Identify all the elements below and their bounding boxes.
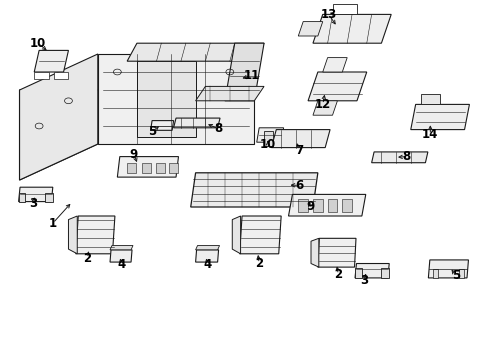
Text: 7: 7 xyxy=(295,144,303,157)
Text: 1: 1 xyxy=(49,217,57,230)
Text: 8: 8 xyxy=(402,150,410,163)
Text: 14: 14 xyxy=(421,129,438,141)
Text: 9: 9 xyxy=(306,201,314,213)
Polygon shape xyxy=(288,194,365,216)
Polygon shape xyxy=(127,43,264,61)
Polygon shape xyxy=(110,246,133,250)
Polygon shape xyxy=(256,128,283,142)
Polygon shape xyxy=(54,72,68,79)
Polygon shape xyxy=(45,193,53,202)
Polygon shape xyxy=(317,238,355,267)
Polygon shape xyxy=(264,131,272,146)
Polygon shape xyxy=(34,72,49,79)
Polygon shape xyxy=(20,54,254,180)
Polygon shape xyxy=(150,121,173,130)
Polygon shape xyxy=(142,163,150,173)
Text: 13: 13 xyxy=(320,8,336,21)
Text: 2: 2 xyxy=(255,257,263,270)
Polygon shape xyxy=(322,58,346,72)
Text: 4: 4 xyxy=(203,258,211,271)
Polygon shape xyxy=(239,216,281,254)
Polygon shape xyxy=(34,50,68,72)
Text: 10: 10 xyxy=(30,37,46,50)
Text: 11: 11 xyxy=(243,69,259,82)
Polygon shape xyxy=(224,43,264,101)
Polygon shape xyxy=(190,173,317,207)
Polygon shape xyxy=(427,260,468,278)
Polygon shape xyxy=(354,268,361,278)
Text: 6: 6 xyxy=(295,179,303,192)
Text: 8: 8 xyxy=(214,122,222,135)
Polygon shape xyxy=(195,86,264,101)
Text: 2: 2 xyxy=(83,252,91,265)
Polygon shape xyxy=(117,157,178,177)
Text: 2: 2 xyxy=(334,268,342,281)
Polygon shape xyxy=(380,268,388,278)
Text: 3: 3 xyxy=(29,197,37,210)
Polygon shape xyxy=(298,22,322,36)
Text: 10: 10 xyxy=(259,138,276,151)
Polygon shape xyxy=(312,199,322,212)
Polygon shape xyxy=(271,130,329,148)
Polygon shape xyxy=(420,94,439,104)
Polygon shape xyxy=(298,199,307,212)
Polygon shape xyxy=(232,216,240,254)
Polygon shape xyxy=(307,72,366,101)
Polygon shape xyxy=(354,264,388,278)
Polygon shape xyxy=(195,246,219,250)
Polygon shape xyxy=(458,269,463,278)
Text: 5: 5 xyxy=(148,125,156,138)
Polygon shape xyxy=(195,250,218,262)
Polygon shape xyxy=(173,118,220,128)
Text: 4: 4 xyxy=(117,258,125,271)
Polygon shape xyxy=(98,54,254,144)
Polygon shape xyxy=(332,4,356,14)
Polygon shape xyxy=(342,199,351,212)
Polygon shape xyxy=(432,269,437,278)
Polygon shape xyxy=(371,152,427,163)
Text: 3: 3 xyxy=(359,274,367,287)
Text: 5: 5 xyxy=(451,269,459,282)
Text: 12: 12 xyxy=(314,98,330,111)
Polygon shape xyxy=(19,193,25,202)
Polygon shape xyxy=(168,163,177,173)
Polygon shape xyxy=(137,61,195,137)
Polygon shape xyxy=(327,199,337,212)
Polygon shape xyxy=(68,216,77,254)
Text: 9: 9 xyxy=(130,148,138,161)
Polygon shape xyxy=(110,250,132,262)
Polygon shape xyxy=(312,14,390,43)
Polygon shape xyxy=(76,216,115,254)
Polygon shape xyxy=(127,163,136,173)
Polygon shape xyxy=(312,101,337,115)
Polygon shape xyxy=(310,238,318,267)
Polygon shape xyxy=(19,187,53,202)
Polygon shape xyxy=(410,104,468,130)
Polygon shape xyxy=(156,163,165,173)
Polygon shape xyxy=(20,54,98,180)
